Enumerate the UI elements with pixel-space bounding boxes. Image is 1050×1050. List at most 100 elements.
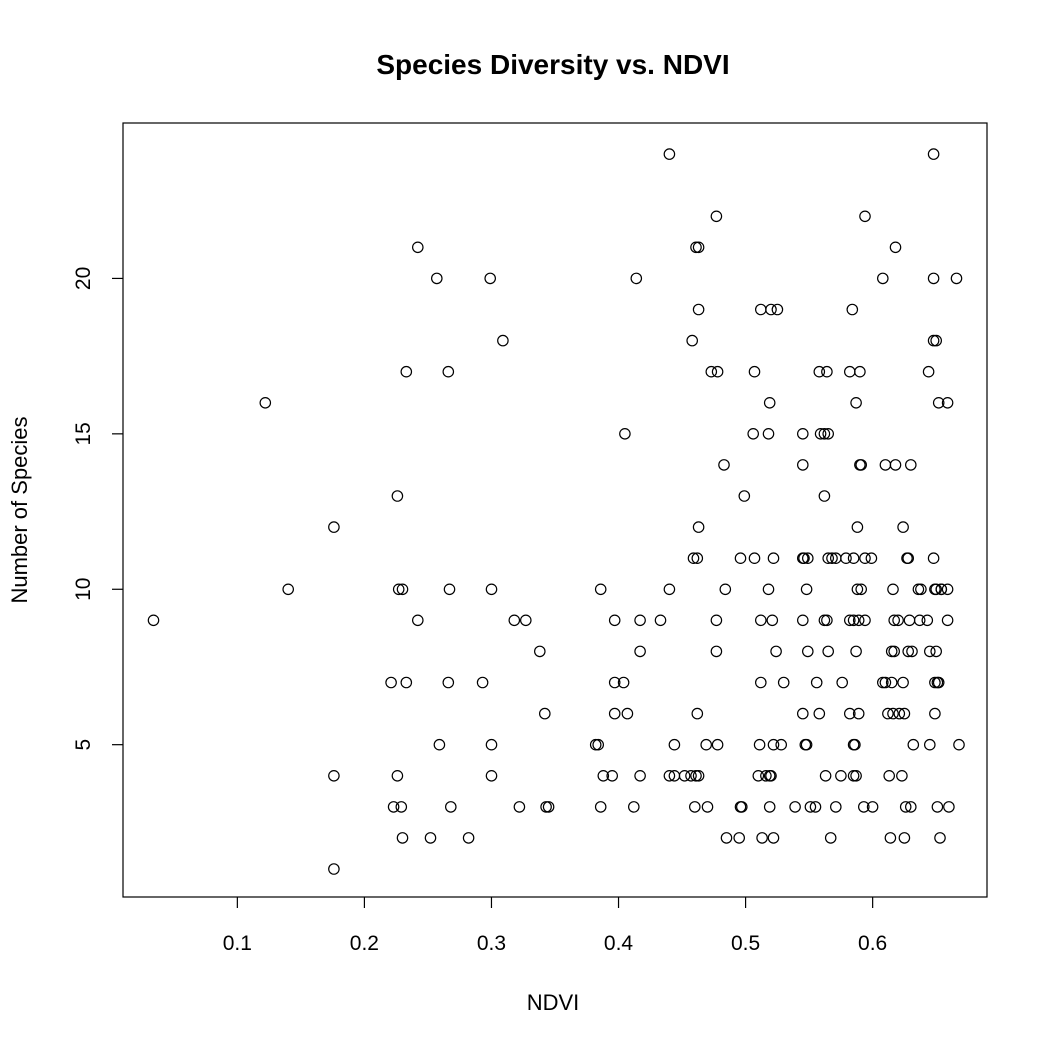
data-point	[932, 676, 945, 689]
x-tick-label: 0.3	[477, 932, 506, 955]
data-point	[876, 272, 889, 285]
data-point	[915, 583, 927, 596]
data-point	[930, 645, 942, 658]
data-point	[538, 707, 551, 720]
data-point	[854, 365, 866, 378]
data-point	[850, 396, 862, 409]
data-point	[897, 521, 909, 533]
chart-title: Species Diversity vs. NDVI	[376, 49, 729, 80]
data-point	[912, 583, 925, 596]
data-point	[859, 614, 871, 627]
data-point	[927, 272, 940, 285]
data-point	[705, 365, 718, 378]
data-point	[847, 552, 860, 564]
data-point	[540, 801, 552, 813]
data-point	[829, 801, 842, 813]
data-point	[850, 645, 862, 658]
data-point	[396, 583, 409, 596]
data-point	[857, 801, 870, 813]
data-point	[855, 459, 867, 471]
data-point	[747, 427, 759, 440]
data-point	[847, 614, 860, 627]
data-point	[902, 645, 914, 658]
x-tick-label: 0.2	[350, 932, 379, 955]
data-point	[663, 148, 676, 160]
data-point	[594, 801, 607, 813]
data-point	[907, 738, 920, 751]
data-point	[887, 707, 899, 720]
data-point	[485, 769, 498, 782]
data-point	[876, 676, 889, 689]
data-point	[810, 676, 823, 689]
data-point	[710, 210, 723, 223]
data-point	[840, 552, 852, 564]
data-point	[719, 583, 732, 596]
data-point	[898, 832, 911, 844]
data-point	[634, 614, 646, 627]
y-axis: 5 10 15 20	[72, 267, 123, 751]
data-point	[935, 583, 948, 596]
data-point	[385, 676, 397, 689]
data-point	[688, 801, 701, 813]
data-point	[608, 614, 621, 627]
data-point	[767, 552, 780, 564]
data-point	[922, 365, 935, 378]
data-point	[822, 552, 834, 564]
data-point	[617, 676, 630, 689]
data-point	[748, 365, 761, 378]
data-point	[513, 801, 526, 813]
data-point	[634, 769, 646, 782]
data-point	[818, 614, 831, 627]
data-point	[485, 738, 498, 751]
data-point	[953, 738, 965, 751]
data-point	[754, 303, 767, 316]
data-point	[883, 769, 895, 782]
data-point	[835, 769, 847, 782]
data-point	[798, 552, 810, 564]
data-point	[400, 365, 413, 378]
data-point	[892, 614, 904, 627]
data-point	[818, 427, 831, 440]
data-points	[147, 148, 965, 875]
data-point	[411, 241, 424, 254]
data-point	[767, 832, 780, 844]
data-point	[663, 769, 676, 782]
data-point	[849, 738, 861, 751]
data-point	[932, 396, 945, 409]
data-point	[846, 303, 859, 316]
data-point	[902, 552, 914, 564]
data-point	[771, 303, 784, 316]
data-point	[608, 707, 621, 720]
data-point	[859, 552, 871, 564]
data-point	[943, 801, 955, 813]
data-point	[663, 583, 676, 596]
data-point	[692, 241, 705, 254]
data-point	[686, 334, 698, 347]
data-point	[923, 645, 936, 658]
data-point	[796, 707, 809, 720]
data-point	[889, 459, 902, 471]
data-point	[821, 365, 833, 378]
data-point	[597, 769, 610, 782]
data-point	[887, 583, 899, 596]
data-point	[800, 583, 813, 596]
y-tick-label: 20	[72, 267, 95, 290]
data-point	[801, 552, 814, 564]
y-tick-label: 5	[72, 739, 95, 751]
data-point	[691, 707, 704, 720]
data-point	[391, 490, 404, 502]
data-point	[950, 272, 963, 285]
data-point	[691, 552, 704, 564]
data-point	[634, 645, 646, 658]
data-point	[701, 801, 714, 813]
data-point	[619, 427, 631, 440]
data-point	[259, 396, 272, 409]
data-point	[813, 707, 826, 720]
data-point	[756, 832, 768, 844]
x-tick-label: 0.1	[223, 932, 252, 955]
data-point	[766, 614, 779, 627]
data-point	[328, 863, 340, 875]
plot-frame	[122, 122, 988, 898]
data-point	[443, 583, 456, 596]
